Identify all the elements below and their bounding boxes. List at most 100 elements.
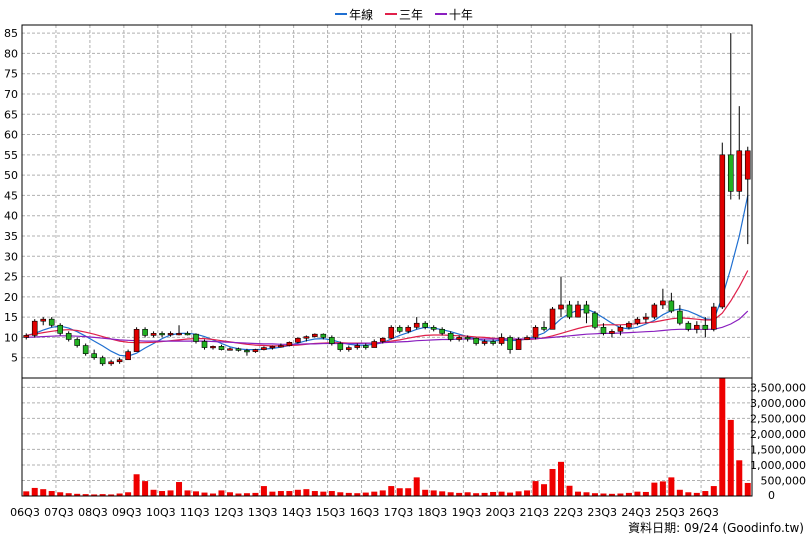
candle-body (371, 341, 378, 348)
volume-tick-label: 2,500,000 (750, 412, 806, 425)
candle (57, 323, 63, 336)
candle (634, 317, 641, 326)
legend-item-1y: 年線 (335, 6, 373, 23)
volume-bar (634, 491, 641, 496)
price-tick-label: 85 (4, 27, 18, 40)
candle (82, 343, 89, 356)
volume-bar (744, 482, 751, 496)
candle (159, 331, 165, 338)
candle (702, 317, 709, 338)
candle (524, 335, 530, 340)
candle-body (626, 322, 632, 328)
volume-bar (31, 487, 38, 496)
candle (201, 339, 208, 350)
candle-body (218, 346, 225, 350)
x-tick-label: 08Q3 (78, 506, 108, 519)
candle (346, 345, 352, 352)
volume-bar (541, 484, 548, 496)
volume-bar (320, 491, 327, 496)
candle-body (711, 306, 717, 330)
volume-bar (532, 481, 539, 496)
volume-tick-label: 3,500,000 (750, 381, 806, 394)
candle-body (609, 331, 615, 334)
volume-bar (566, 485, 573, 496)
candle (354, 343, 361, 350)
volume-bar (371, 491, 378, 496)
price-tick-label: 50 (4, 169, 18, 182)
candle (388, 325, 395, 340)
x-tick-label: 15Q3 (316, 506, 346, 519)
candle-body (379, 337, 386, 342)
legend-swatch-3y (384, 13, 397, 15)
volume-bar (354, 493, 361, 496)
candle-layer (23, 33, 751, 366)
ma-line-1y (26, 195, 749, 357)
candle-body (532, 326, 539, 338)
volume-bar (48, 491, 55, 496)
volume-bar (574, 491, 581, 496)
volume-bar (116, 493, 123, 496)
volume-bar (294, 489, 301, 496)
volume-bar (490, 491, 497, 496)
candle-body (210, 346, 216, 349)
volume-bar (685, 492, 692, 496)
volume-bar (150, 489, 157, 496)
volume-layer (23, 378, 751, 496)
candle-body (176, 333, 182, 336)
volume-bar (498, 491, 505, 496)
volume-bar (328, 491, 335, 496)
candle-body (575, 304, 581, 318)
candle-body (549, 308, 556, 330)
candle-body (677, 310, 683, 324)
volume-bar (473, 493, 480, 496)
candle-body (184, 333, 191, 336)
volume-bar (464, 492, 471, 496)
candle (184, 331, 191, 336)
candle (413, 317, 420, 330)
candle-body (541, 326, 547, 330)
x-tick-label: 14Q3 (282, 506, 312, 519)
volume-bar (176, 482, 183, 496)
candle (312, 333, 318, 338)
candle (48, 317, 55, 328)
candle-body (108, 361, 114, 365)
x-tick-label: 12Q3 (214, 506, 244, 519)
volume-bar (142, 481, 149, 496)
candle (498, 333, 505, 346)
x-tick-label: 25Q3 (655, 506, 685, 519)
price-tick-label: 20 (4, 291, 18, 304)
x-tick-label: 21Q3 (519, 506, 549, 519)
candle (125, 349, 131, 361)
volume-bar (710, 486, 717, 496)
volume-bar (659, 481, 666, 496)
volume-bar (277, 491, 284, 496)
volume-bar (82, 494, 89, 496)
candle-body (31, 320, 38, 336)
volume-bar (413, 477, 420, 496)
legend-label-3y: 三年 (398, 7, 423, 22)
candle-body (651, 304, 658, 318)
volume-bar (642, 491, 649, 496)
price-tick-label: 60 (4, 129, 18, 142)
volume-bar (736, 460, 743, 496)
candle-body (566, 304, 573, 318)
x-tick-label: 16Q3 (350, 506, 380, 519)
candle-body (430, 326, 437, 330)
x-tick-label: 18Q3 (418, 506, 448, 519)
volume-bar (345, 492, 352, 496)
volume-bar (235, 493, 242, 496)
candle (677, 304, 683, 326)
candle-body (600, 326, 607, 334)
candle-body (269, 346, 276, 349)
axis-layer: 5 10 15 20 25 30 35 40 45 50 55 60 65 70 75 80 85 500,000… (4, 24, 806, 519)
price-tick-label: 75 (4, 68, 18, 81)
volume-bar (159, 491, 166, 496)
candle-body (515, 339, 522, 350)
volume-bar (201, 492, 208, 496)
candle (108, 359, 114, 366)
candle-body (48, 318, 55, 326)
volume-tick-label: 1,500,000 (750, 443, 806, 456)
x-tick-label: 07Q3 (44, 506, 74, 519)
candle (218, 344, 225, 351)
candle-body (702, 324, 709, 330)
